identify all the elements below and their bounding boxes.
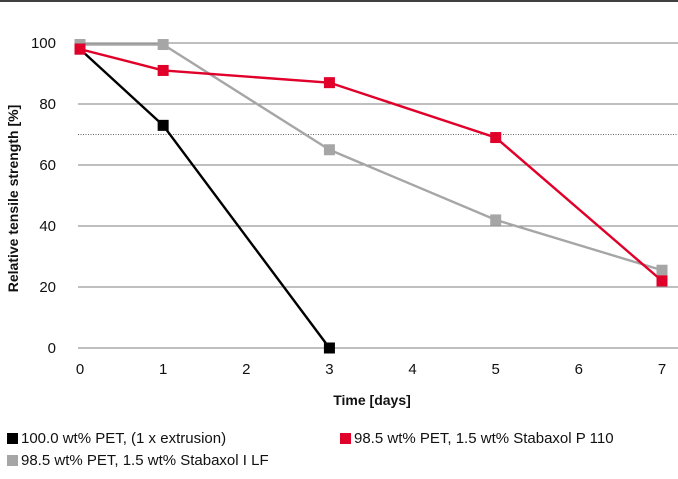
legend-swatch-series-3 bbox=[7, 455, 18, 466]
data-point bbox=[157, 64, 169, 76]
data-point bbox=[157, 119, 169, 131]
data-point bbox=[323, 77, 335, 89]
legend-label-series-2: 98.5 wt% PET, 1.5 wt% Stabaxol P 110 bbox=[354, 430, 614, 447]
legend-label-series-3: 98.5 wt% PET, 1.5 wt% Stabaxol I LF bbox=[21, 452, 269, 469]
grid bbox=[78, 42, 678, 349]
data-point bbox=[656, 264, 668, 276]
y-tick-label: 80 bbox=[39, 96, 56, 113]
legend-item-series-3: 98.5 wt% PET, 1.5 wt% Stabaxol I LF bbox=[7, 452, 269, 469]
x-tick-label: 6 bbox=[575, 361, 583, 378]
series-line-1 bbox=[79, 48, 331, 349]
data-point bbox=[656, 275, 668, 287]
x-tick-labels: 0 1 2 3 4 5 6 7 bbox=[76, 361, 666, 378]
data-point bbox=[157, 39, 169, 51]
y-tick-label: 20 bbox=[39, 279, 56, 296]
data-point bbox=[74, 43, 86, 55]
legend-swatch-series-1 bbox=[7, 433, 18, 444]
data-point bbox=[490, 132, 502, 144]
x-tick-label: 4 bbox=[408, 361, 416, 378]
data-point bbox=[490, 214, 502, 226]
series-line-3 bbox=[80, 43, 663, 272]
x-tick-label: 0 bbox=[76, 361, 84, 378]
data-point bbox=[323, 342, 335, 354]
y-axis-label: Relative tensile strength [%] bbox=[5, 105, 21, 293]
legend-swatch-series-2 bbox=[340, 433, 351, 444]
legend-label-series-1: 100.0 wt% PET, (1 x extrusion) bbox=[21, 430, 227, 447]
x-axis-label: Time [days] bbox=[333, 392, 411, 408]
y-tick-label: 60 bbox=[39, 157, 56, 174]
legend-item-series-1: 100.0 wt% PET, (1 x extrusion) bbox=[7, 430, 226, 447]
legend-item-series-2: 98.5 wt% PET, 1.5 wt% Stabaxol P 110 bbox=[340, 430, 614, 447]
series-1 bbox=[74, 43, 335, 354]
y-tick-label: 0 bbox=[48, 340, 56, 357]
series-2 bbox=[74, 43, 668, 287]
x-tick-label: 3 bbox=[325, 361, 333, 378]
x-tick-label: 1 bbox=[159, 361, 167, 378]
x-tick-label: 7 bbox=[658, 361, 666, 378]
data-point bbox=[323, 144, 335, 156]
y-tick-labels: 0 20 40 60 80 100 bbox=[31, 35, 56, 357]
series-group bbox=[74, 39, 668, 354]
x-tick-label: 2 bbox=[242, 361, 250, 378]
y-tick-label: 100 bbox=[31, 35, 56, 52]
y-tick-label: 40 bbox=[39, 218, 56, 235]
x-tick-label: 5 bbox=[492, 361, 500, 378]
